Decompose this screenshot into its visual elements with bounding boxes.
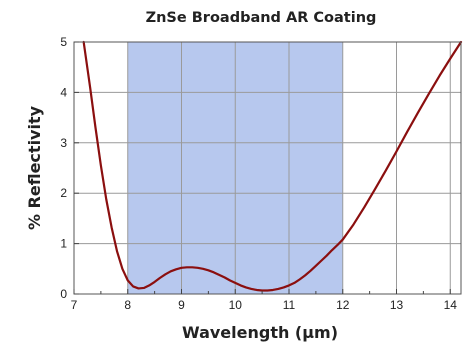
grid-lines [74, 42, 461, 294]
axis-ticks [73, 41, 451, 295]
plot-frame [73, 41, 462, 295]
x-tick-label: 7 [71, 298, 78, 312]
x-axis-label: Wavelength (µm) [182, 323, 338, 342]
y-axis-label: % Reflectivity [25, 105, 44, 230]
x-tick-label: 12 [336, 298, 350, 312]
x-tick-label: 11 [283, 298, 296, 312]
y-tick-label: 0 [60, 287, 67, 301]
x-tick-label: 8 [124, 298, 131, 312]
x-tick-labels: 7 8 9 10 11 12 13 14 [71, 298, 458, 312]
y-tick-label: 5 [60, 35, 67, 49]
x-tick-label: 10 [229, 298, 243, 312]
y-tick-label: 2 [60, 186, 67, 200]
chart-title: ZnSe Broadband AR Coating [146, 10, 377, 26]
x-tick-label: 14 [444, 298, 458, 312]
reflectivity-curve [82, 40, 463, 292]
y-tick-labels: 0 1 2 3 4 5 [60, 35, 67, 301]
y-tick-label: 3 [60, 136, 67, 150]
y-tick-label: 4 [60, 85, 67, 99]
x-tick-label: 13 [390, 298, 404, 312]
x-tick-label: 9 [178, 298, 185, 312]
y-tick-label: 1 [60, 237, 67, 251]
